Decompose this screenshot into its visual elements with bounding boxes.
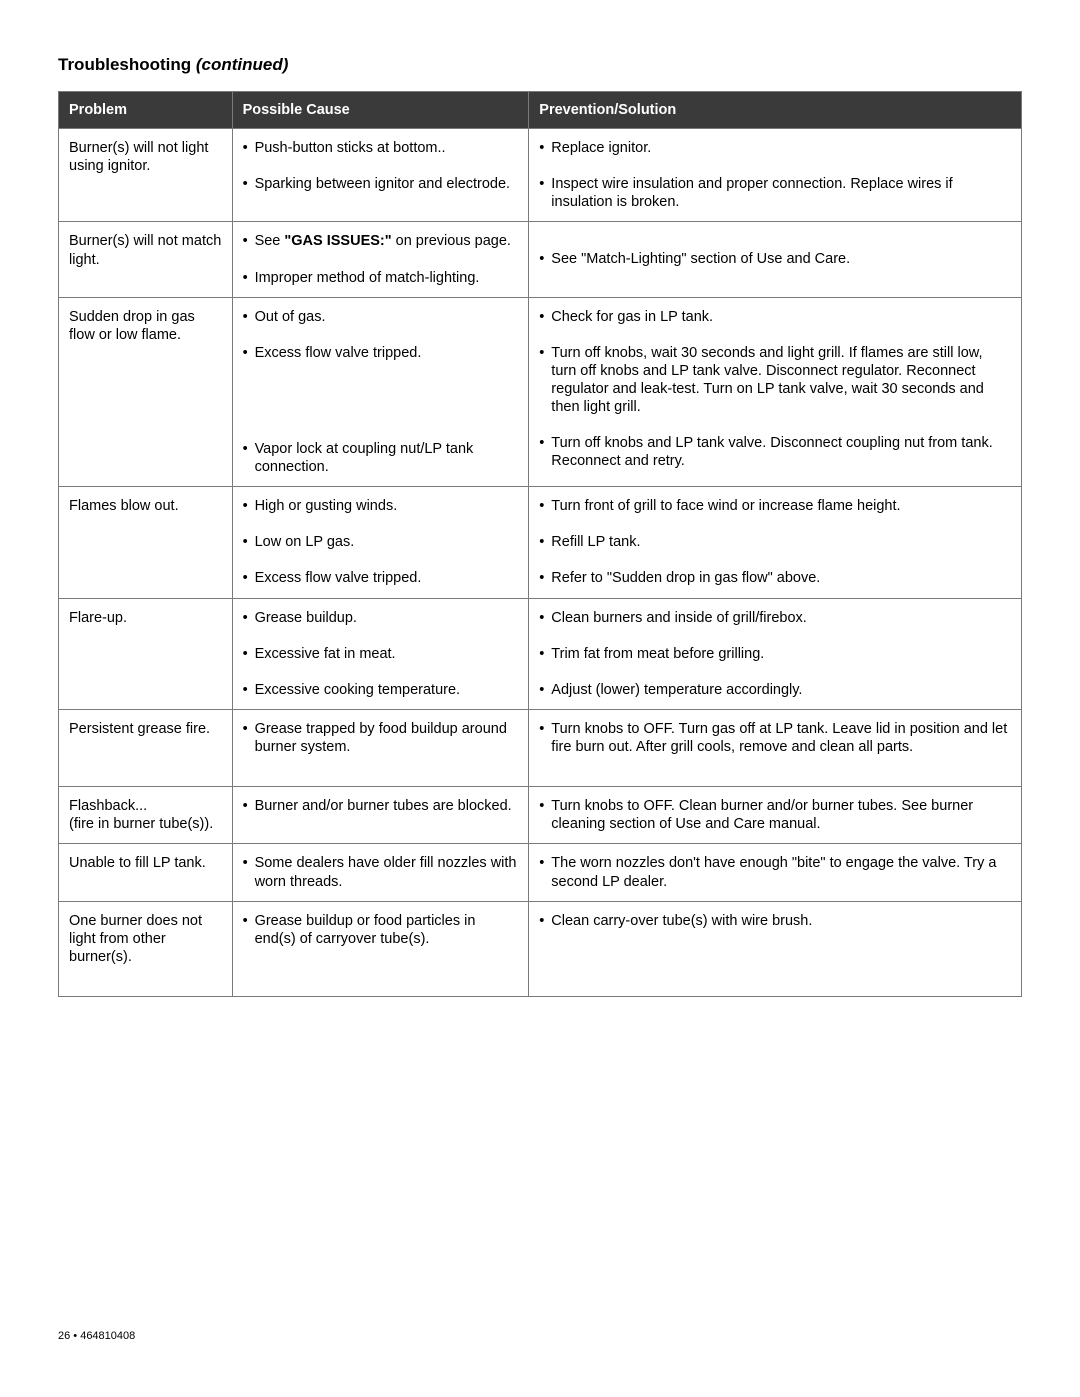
solution-item: Clean burners and inside of grill/firebo… <box>539 609 1011 627</box>
cause-cell: See "GAS ISSUES:" on previous page. Impro… <box>232 222 529 297</box>
solution-item: Check for gas in LP tank. <box>539 308 1011 326</box>
solution-item: Refer to "Sudden drop in gas flow" above… <box>539 569 1011 587</box>
solution-item: Inspect wire insulation and proper conne… <box>539 175 1011 211</box>
title-main: Troubleshooting <box>58 55 196 74</box>
table-row: One burner does not light from other bur… <box>59 901 1022 996</box>
cause-item: Push-button sticks at bottom.. <box>243 139 519 157</box>
cause-cell: Grease buildup. Excessive fat in meat. Exc… <box>232 598 529 709</box>
cause-item: Excessive cooking temperature. <box>243 681 519 699</box>
solution-item: Turn off knobs and LP tank valve. Discon… <box>539 434 1011 470</box>
cause-cell: Push-button sticks at bottom.. Sparking b… <box>232 129 529 222</box>
cause-item: High or gusting winds. <box>243 497 519 515</box>
cause-cell: Out of gas. Excess flow valve tripped. Vap… <box>232 297 529 487</box>
table-row: Flare-up. Grease buildup. Excessive fat in… <box>59 598 1022 709</box>
cause-item: Vapor lock at coupling nut/LP tank conne… <box>243 440 519 476</box>
cause-item: Sparking between ignitor and electrode. <box>243 175 519 193</box>
solution-item: Trim fat from meat before grilling. <box>539 645 1011 663</box>
troubleshooting-table: Problem Possible Cause Prevention/Soluti… <box>58 91 1022 997</box>
solution-item: The worn nozzles don't have enough "bite… <box>539 854 1011 890</box>
solution-cell: The worn nozzles don't have enough "bite… <box>529 844 1022 901</box>
cause-item: Grease buildup or food particles in end(… <box>243 912 519 948</box>
problem-cell: Unable to fill LP tank. <box>59 844 233 901</box>
table-row: Flashback...(fire in burner tube(s)). Bur… <box>59 787 1022 844</box>
table-header-row: Problem Possible Cause Prevention/Soluti… <box>59 92 1022 129</box>
cause-item: Excess flow valve tripped. <box>243 569 519 587</box>
header-cause: Possible Cause <box>232 92 529 129</box>
table-row: Sudden drop in gas flow or low flame.Out… <box>59 297 1022 487</box>
page-title: Troubleshooting (continued) <box>58 55 1022 75</box>
problem-cell: Flare-up. <box>59 598 233 709</box>
cause-item: See "GAS ISSUES:" on previous page. <box>243 232 519 250</box>
cause-item: Excessive fat in meat. <box>243 645 519 663</box>
problem-cell: Sudden drop in gas flow or low flame. <box>59 297 233 487</box>
cause-item: Out of gas. <box>243 308 519 326</box>
cause-item: Grease trapped by food buildup around bu… <box>243 720 519 756</box>
table-row: Burner(s) will not match light.See "GAS … <box>59 222 1022 297</box>
cause-cell: Grease buildup or food particles in end(… <box>232 901 529 996</box>
solution-item: Turn knobs to OFF. Turn gas off at LP ta… <box>539 720 1011 756</box>
cause-item: Low on LP gas. <box>243 533 519 551</box>
problem-cell: Burner(s) will not match light. <box>59 222 233 297</box>
solution-cell: Turn knobs to OFF. Turn gas off at LP ta… <box>529 709 1022 786</box>
cause-item: Burner and/or burner tubes are blocked. <box>243 797 519 815</box>
solution-cell: Clean carry-over tube(s) with wire brush… <box>529 901 1022 996</box>
solution-item: See "Match-Lighting" section of Use and … <box>539 250 1011 268</box>
cause-item: Excess flow valve tripped. <box>243 344 519 362</box>
cause-cell: Burner and/or burner tubes are blocked. <box>232 787 529 844</box>
cause-cell: High or gusting winds. Low on LP gas. Exce… <box>232 487 529 598</box>
solution-cell: Clean burners and inside of grill/firebo… <box>529 598 1022 709</box>
solution-item: Replace ignitor. <box>539 139 1011 157</box>
header-solution: Prevention/Solution <box>529 92 1022 129</box>
solution-cell: Replace ignitor. Inspect wire insulation … <box>529 129 1022 222</box>
header-problem: Problem <box>59 92 233 129</box>
solution-cell: Turn front of grill to face wind or incr… <box>529 487 1022 598</box>
solution-cell: See "Match-Lighting" section of Use and … <box>529 222 1022 297</box>
cause-item: Some dealers have older fill nozzles wit… <box>243 854 519 890</box>
problem-cell: One burner does not light from other bur… <box>59 901 233 996</box>
problem-cell: Flames blow out. <box>59 487 233 598</box>
solution-item: Turn off knobs, wait 30 seconds and ligh… <box>539 344 1011 417</box>
problem-cell: Persistent grease fire. <box>59 709 233 786</box>
solution-cell: Turn knobs to OFF. Clean burner and/or b… <box>529 787 1022 844</box>
title-continued: (continued) <box>196 55 289 74</box>
cause-cell: Grease trapped by food buildup around bu… <box>232 709 529 786</box>
solution-item: Refill LP tank. <box>539 533 1011 551</box>
table-row: Burner(s) will not light using ignitor.P… <box>59 129 1022 222</box>
solution-item: Turn knobs to OFF. Clean burner and/or b… <box>539 797 1011 833</box>
page-footer: 26 • 464810408 <box>58 1330 135 1342</box>
cause-item: Improper method of match-lighting. <box>243 269 519 287</box>
solution-item: Turn front of grill to face wind or incr… <box>539 497 1011 515</box>
table-row: Unable to fill LP tank. Some dealers have… <box>59 844 1022 901</box>
cause-cell: Some dealers have older fill nozzles wit… <box>232 844 529 901</box>
solution-item: Adjust (lower) temperature accordingly. <box>539 681 1011 699</box>
solution-cell: Check for gas in LP tank. Turn off knobs,… <box>529 297 1022 487</box>
solution-item: Clean carry-over tube(s) with wire brush… <box>539 912 1011 930</box>
problem-cell: Burner(s) will not light using ignitor. <box>59 129 233 222</box>
problem-cell: Flashback...(fire in burner tube(s)). <box>59 787 233 844</box>
table-row: Persistent grease fire. Grease trapped by… <box>59 709 1022 786</box>
cause-item: Grease buildup. <box>243 609 519 627</box>
table-row: Flames blow out. High or gusting winds. Lo… <box>59 487 1022 598</box>
